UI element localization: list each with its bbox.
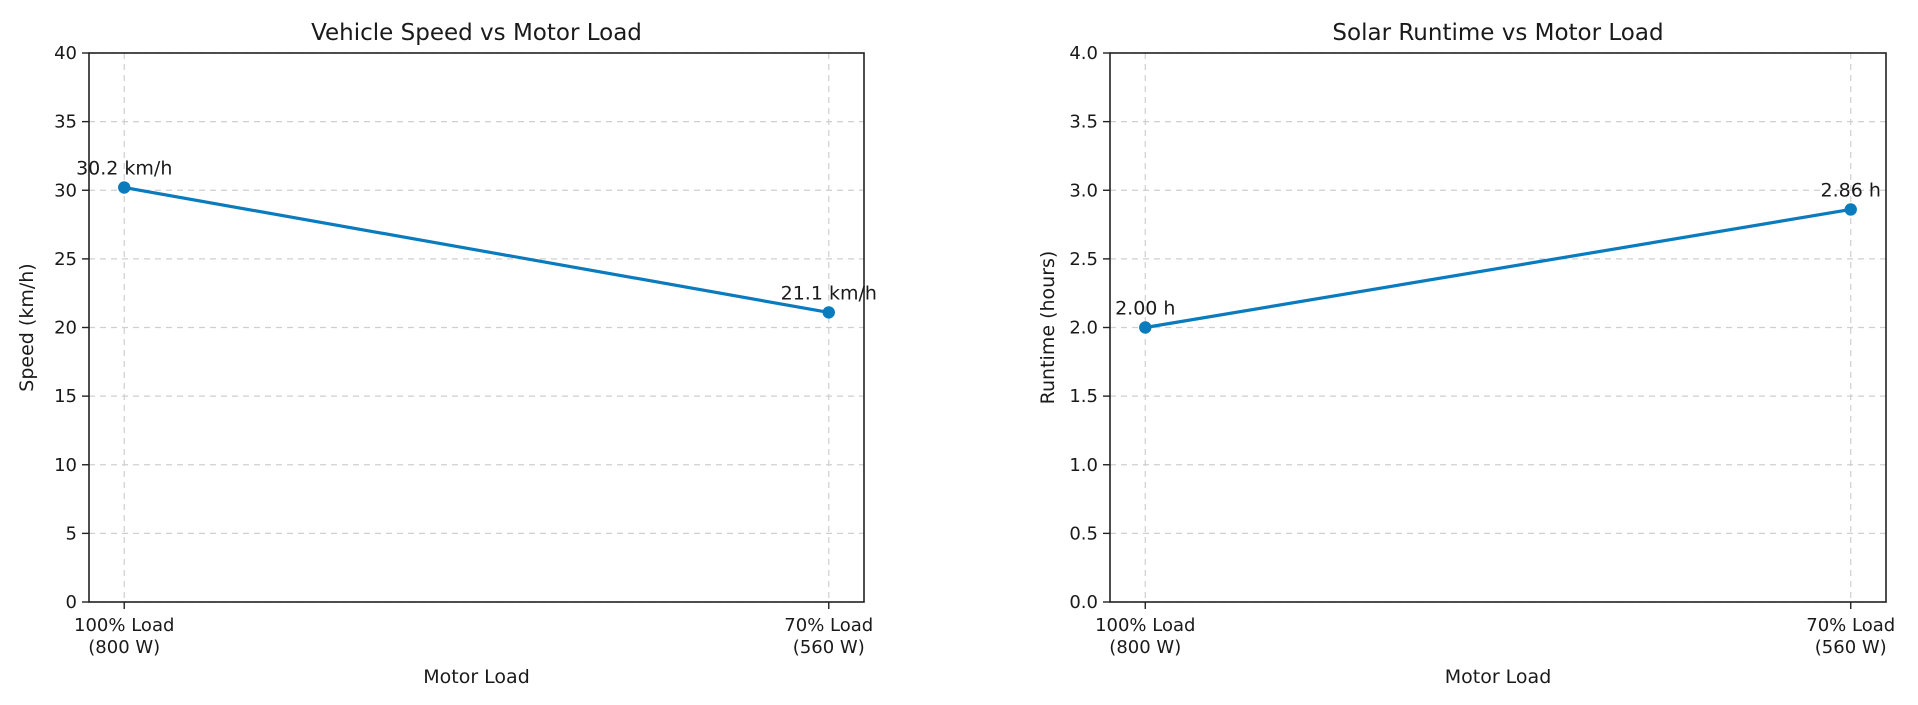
chart-title: Solar Runtime vs Motor Load — [1332, 20, 1663, 46]
x-tick-label: 100% Load — [1095, 615, 1195, 636]
y-tick-label: 40 — [54, 43, 77, 64]
data-label: 21.1 km/h — [781, 282, 877, 304]
y-tick-label: 3.0 — [1069, 180, 1098, 201]
data-point — [1844, 203, 1857, 216]
data-label: 2.00 h — [1115, 298, 1175, 320]
y-tick-label: 5 — [66, 523, 77, 544]
y-tick-label: 25 — [54, 249, 77, 270]
y-tick-label: 1.5 — [1069, 386, 1098, 407]
y-tick-label: 0.0 — [1069, 592, 1098, 613]
x-tick-label-sub: (800 W) — [1109, 637, 1181, 658]
x-tick-label: 70% Load — [1806, 615, 1895, 636]
y-tick-label: 0 — [66, 592, 77, 613]
chart-panel-2: 0.0 0.5 1.0 1.5 2.0 2.5 3.0 3.5 4.0 100% Load(800… — [1037, 20, 1895, 688]
y-axis-label: Speed (km/h) — [16, 263, 38, 391]
y-tick-label: 10 — [54, 455, 77, 476]
series-line — [123, 185, 830, 314]
x-tick-label: 100% Load — [74, 615, 174, 636]
y-tick-label: 3.5 — [1069, 112, 1098, 133]
y-axis-label: Runtime (hours) — [1037, 251, 1059, 405]
y-tick-label: 4.0 — [1069, 43, 1098, 64]
series-line — [1145, 207, 1851, 330]
y-tick-label: 2.5 — [1069, 249, 1098, 270]
data-label: 2.86 h — [1821, 179, 1881, 201]
x-tick-label: 70% Load — [784, 615, 873, 636]
y-tick-label: 1.0 — [1069, 455, 1098, 476]
x-axis-label: Motor Load — [1445, 666, 1552, 688]
data-point — [118, 181, 131, 194]
y-tick-label: 15 — [54, 386, 77, 407]
y-tick-label: 35 — [54, 112, 77, 133]
x-tick-label-sub: (560 W) — [793, 637, 865, 658]
data-point — [822, 306, 835, 319]
y-tick-label: 20 — [54, 318, 77, 339]
x-tick-label-sub: (800 W) — [88, 637, 160, 658]
chart-title: Vehicle Speed vs Motor Load — [311, 20, 642, 46]
data-point — [1139, 321, 1152, 334]
chart-panel-1: 0 5 10 15 20 25 30 35 40 100% Load(800 W) 70% Load… — [16, 20, 877, 688]
x-tick-label-sub: (560 W) — [1815, 637, 1887, 658]
y-tick-label: 0.5 — [1069, 523, 1098, 544]
y-tick-label: 2.0 — [1069, 318, 1098, 339]
x-axis-label: Motor Load — [423, 666, 530, 688]
data-label: 30.2 km/h — [76, 158, 172, 180]
y-tick-label: 30 — [54, 180, 77, 201]
